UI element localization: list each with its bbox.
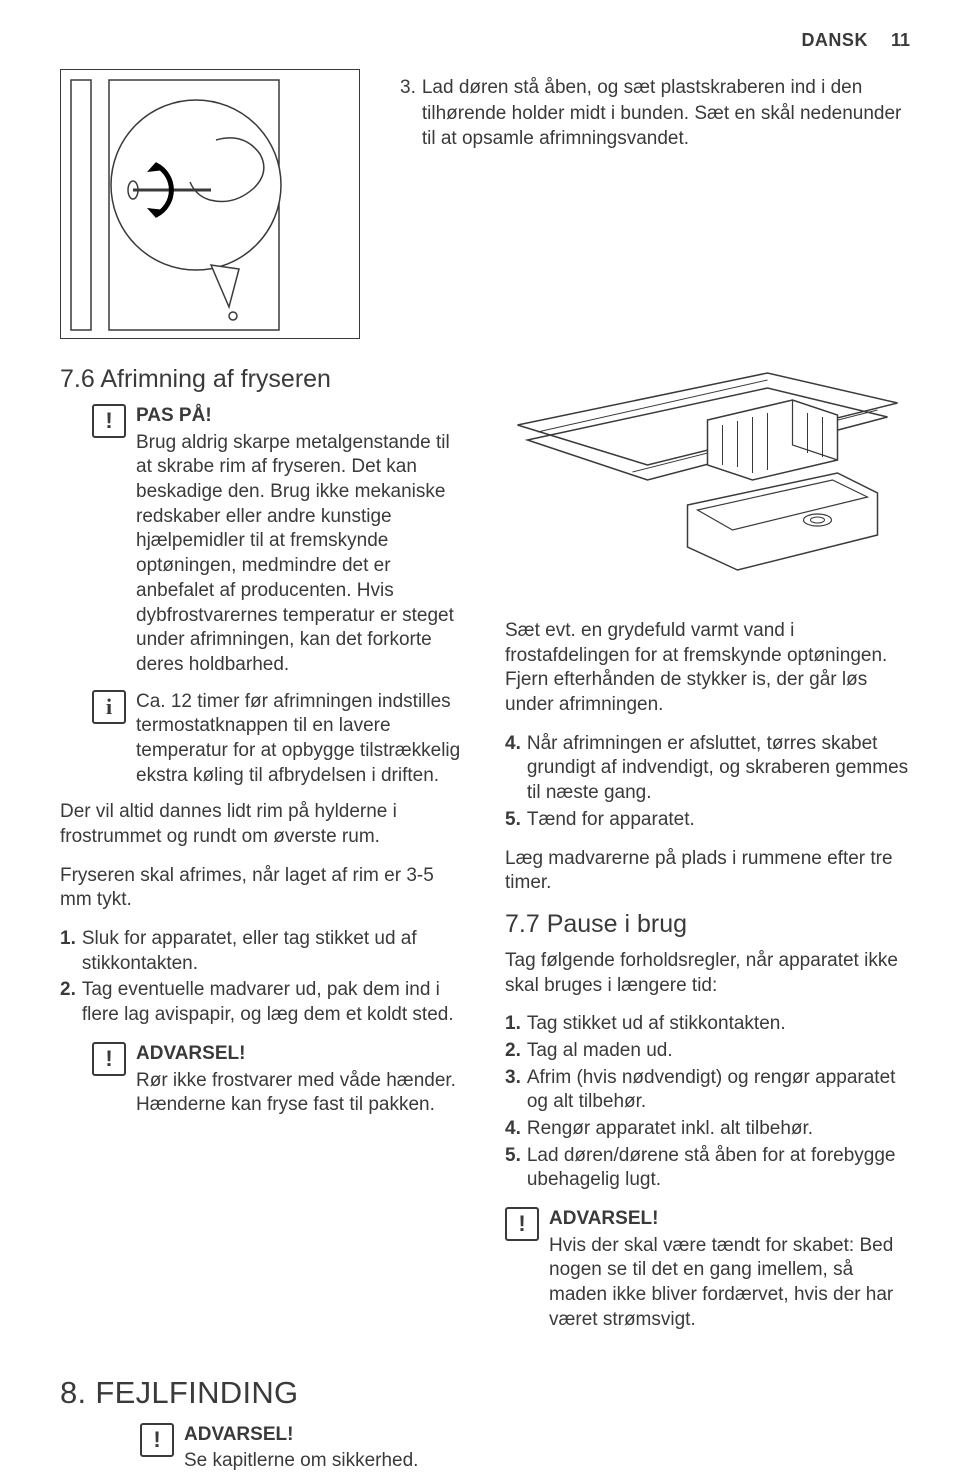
step-number: 3.	[400, 75, 416, 152]
warning-title: ADVARSEL!	[136, 1042, 465, 1067]
item-num: 5.	[505, 1144, 521, 1193]
caution-text: Brug aldrig skarpe metalgenstande til at…	[136, 431, 465, 678]
warning-box-77: ADVARSEL! Hvis der skal være tændt for s…	[505, 1207, 910, 1332]
section-8: 8. FEJLFINDING ADVARSEL! Se kapitlerne o…	[60, 1375, 910, 1474]
illustration-door-scraper	[60, 69, 360, 339]
list-item: 2. Tag eventuelle madvarer ud, pak dem i…	[60, 978, 465, 1027]
list-item: 1. Tag stikket ud af stikkontakten.	[505, 1012, 910, 1037]
list-item: 5. Tænd for apparatet.	[505, 808, 910, 833]
section-7-6-title: 7.6 Afrimning af fryseren	[60, 365, 465, 394]
item-text: Sluk for apparatet, eller tag stikket ud…	[82, 927, 465, 976]
list-item: 4. Når afrimningen er afsluttet, tørres …	[505, 732, 910, 806]
item-num: 4.	[505, 732, 521, 806]
warning-icon	[505, 1207, 539, 1241]
warning-box-8: ADVARSEL! Se kapitlerne om sikkerhed.	[140, 1423, 910, 1474]
caution-body: PAS PÅ! Brug aldrig skarpe metalgenstand…	[136, 404, 465, 678]
page-header: DANSK 11	[60, 30, 910, 51]
left-column: 7.6 Afrimning af fryseren PAS PÅ! Brug a…	[60, 365, 465, 1345]
list-item: 3. Afrim (hvis nødvendigt) og rengør app…	[505, 1066, 910, 1115]
para-defrost: Fryseren skal afrimes, når laget af rim …	[60, 864, 465, 913]
warning-text: Hvis der skal være tændt for skabet: Bed…	[549, 1234, 910, 1333]
warning-text: Se kapitlerne om sikkerhed.	[184, 1449, 910, 1474]
list-item: 4. Rengør apparatet inkl. alt tilbehør.	[505, 1117, 910, 1142]
warning-icon	[92, 1042, 126, 1076]
item-num: 2.	[60, 978, 76, 1027]
step-3-text: 3. Lad døren stå åben, og sæt plastskrab…	[400, 69, 910, 339]
section-8-title: 8. FEJLFINDING	[60, 1375, 910, 1411]
pause-steps: 1. Tag stikket ud af stikkontakten. 2. T…	[505, 1012, 910, 1193]
item-text: Når afrimningen er afsluttet, tørres ska…	[527, 732, 910, 806]
warning-icon	[92, 404, 126, 438]
section-7-7-title: 7.7 Pause i brug	[505, 910, 910, 939]
page-number: 11	[891, 30, 910, 50]
warning-text: Rør ikke frostvarer med våde hænder. Hæn…	[136, 1069, 465, 1118]
info-icon	[92, 690, 126, 724]
item-text: Tag al maden ud.	[527, 1039, 673, 1064]
cont-steps: 4. Når afrimningen er afsluttet, tørres …	[505, 732, 910, 833]
warning-box: ADVARSEL! Rør ikke frostvarer med våde h…	[60, 1042, 465, 1118]
right-column: Sæt evt. en grydefuld varmt vand i frost…	[505, 365, 910, 1345]
top-row: 3. Lad døren stå åben, og sæt plastskrab…	[60, 69, 910, 339]
caution-box: PAS PÅ! Brug aldrig skarpe metalgenstand…	[60, 404, 465, 678]
item-text: Tag eventuelle madvarer ud, pak dem ind …	[82, 978, 465, 1027]
language-label: DANSK	[801, 30, 868, 50]
item-text: Rengør apparatet inkl. alt tilbehør.	[527, 1117, 813, 1142]
warning-body: ADVARSEL! Hvis der skal være tændt for s…	[549, 1207, 910, 1332]
item-num: 3.	[505, 1066, 521, 1115]
list-item: 1. Sluk for apparatet, eller tag stikket…	[60, 927, 465, 976]
warning-body: ADVARSEL! Rør ikke frostvarer med våde h…	[136, 1042, 465, 1118]
warning-body: ADVARSEL! Se kapitlerne om sikkerhed.	[184, 1423, 910, 1474]
list-item: 5. Lad døren/dørene stå åben for at fore…	[505, 1144, 910, 1193]
item-text: Tag stikket ud af stikkontakten.	[527, 1012, 786, 1037]
item-num: 4.	[505, 1117, 521, 1142]
item-text: Lad døren/dørene stå åben for at forebyg…	[527, 1144, 910, 1193]
caution-title: PAS PÅ!	[136, 404, 465, 429]
illustration-drain-tray	[505, 365, 910, 605]
para-after: Læg madvarerne på plads i rummene efter …	[505, 847, 910, 896]
info-text: Ca. 12 timer før afrimningen indstilles …	[136, 690, 465, 789]
item-text: Tænd for apparatet.	[527, 808, 695, 833]
item-num: 1.	[505, 1012, 521, 1037]
warning-title: ADVARSEL!	[184, 1423, 910, 1448]
item-num: 1.	[60, 927, 76, 976]
defrost-steps: 1. Sluk for apparatet, eller tag stikket…	[60, 927, 465, 1028]
list-item: 2. Tag al maden ud.	[505, 1039, 910, 1064]
para-rim: Der vil altid dannes lidt rim på hyldern…	[60, 800, 465, 849]
section-7-7-intro: Tag følgende forholdsregler, når apparat…	[505, 949, 910, 998]
para-hotwater: Sæt evt. en grydefuld varmt vand i frost…	[505, 619, 910, 718]
warning-title: ADVARSEL!	[549, 1207, 910, 1232]
info-box: Ca. 12 timer før afrimningen indstilles …	[60, 690, 465, 789]
item-num: 2.	[505, 1039, 521, 1064]
warning-icon	[140, 1423, 174, 1457]
step-text: Lad døren stå åben, og sæt plastskrabere…	[422, 75, 910, 152]
item-text: Afrim (hvis nødvendigt) og rengør appara…	[527, 1066, 910, 1115]
columns: 7.6 Afrimning af fryseren PAS PÅ! Brug a…	[60, 365, 910, 1345]
item-num: 5.	[505, 808, 521, 833]
